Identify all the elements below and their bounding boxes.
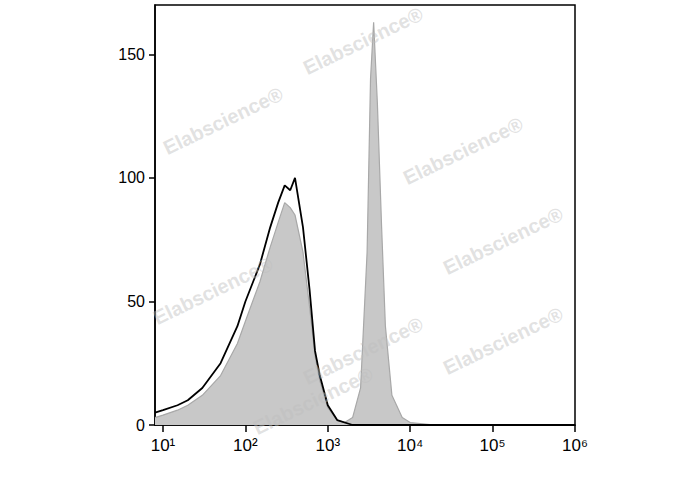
svg-text:Elabscience®: Elabscience® <box>150 252 277 329</box>
svg-text:10⁵: 10⁵ <box>480 436 506 455</box>
svg-text:10⁴: 10⁴ <box>397 436 423 455</box>
svg-text:0: 0 <box>136 417 145 434</box>
svg-text:Elabscience®: Elabscience® <box>160 82 287 159</box>
svg-text:Elabscience®: Elabscience® <box>400 112 527 189</box>
svg-text:10²: 10² <box>233 436 258 455</box>
svg-text:10¹: 10¹ <box>151 436 176 455</box>
svg-text:Elabscience®: Elabscience® <box>440 202 567 279</box>
svg-text:Elabscience®: Elabscience® <box>249 362 377 439</box>
svg-text:10⁶: 10⁶ <box>562 436 588 455</box>
svg-text:Elabscience®: Elabscience® <box>300 2 427 79</box>
svg-text:Elabscience®: Elabscience® <box>300 312 427 389</box>
svg-text:10³: 10³ <box>316 436 341 455</box>
svg-text:100: 100 <box>118 169 145 186</box>
svg-text:150: 150 <box>118 46 145 63</box>
svg-text:Elabscience®: Elabscience® <box>440 302 567 379</box>
svg-text:50: 50 <box>127 293 145 310</box>
